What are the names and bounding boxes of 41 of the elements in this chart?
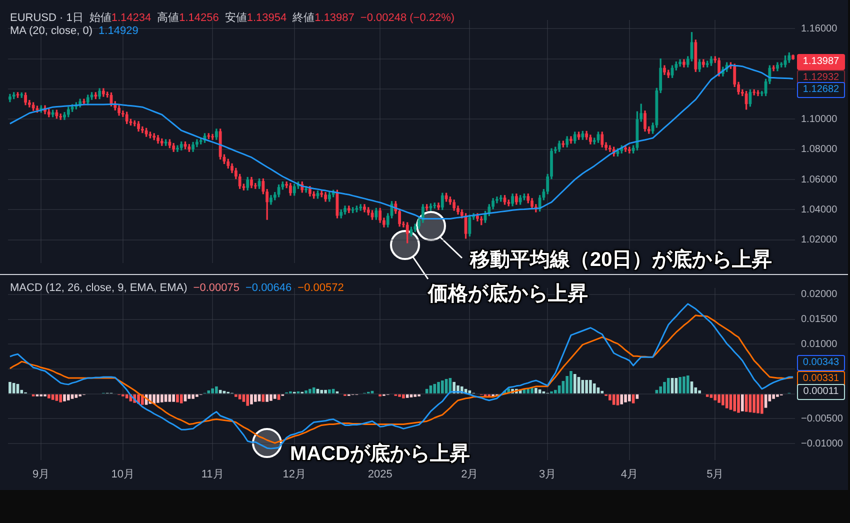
annotation: 価格が底から上昇: [428, 282, 588, 307]
x-tick-label: 4月: [620, 468, 638, 481]
y-tick-label: 1.06000: [801, 174, 838, 186]
text: 0.00331: [797, 371, 845, 387]
y-tick-label: 0.01000: [801, 338, 838, 350]
x-tick-label: 5月: [706, 468, 724, 481]
x-tick-label: 11月: [201, 468, 224, 481]
x-tick-label: 9月: [32, 468, 50, 481]
text: 0.00011: [797, 384, 845, 400]
text: MA (20, close, 0): [10, 25, 93, 37]
annotation: 安値1.13954: [224, 12, 287, 24]
text: 1.12932: [802, 72, 840, 83]
x-tick-label: 12月: [282, 468, 306, 481]
annotation: MACDが底から上昇: [290, 442, 470, 467]
annotation: 始値1.14234: [89, 12, 152, 24]
text: 1.12682: [797, 82, 845, 98]
annotation: 高値1.14256: [157, 12, 219, 24]
annotation: 終値1.13987: [292, 12, 354, 24]
x-tick-label: 3月: [539, 468, 556, 481]
y-tick-label: 1.04000: [801, 204, 838, 216]
annotation: 1.14929: [98, 25, 138, 37]
y-tick-label: 1.08000: [801, 144, 838, 156]
x-tick-label: 10月: [111, 468, 135, 481]
x-tick-label: 2月: [461, 468, 478, 481]
x-tick-label: 2025: [368, 468, 392, 481]
text: 0.00343: [797, 355, 845, 371]
annotation: −0.00572: [298, 282, 344, 294]
y-tick-label: −0.00500: [801, 413, 844, 424]
annotation: −0.00646: [245, 282, 292, 294]
y-tick-label: 0.01500: [801, 314, 838, 326]
annotation: 移動平均線（20日）が底から上昇: [470, 248, 772, 273]
y-tick-label: 0.02000: [801, 289, 838, 300]
chart-title: EURUSD · 1日: [10, 12, 84, 24]
text: 1.13987: [797, 54, 845, 70]
annotation: −0.00075: [193, 282, 240, 294]
y-tick-label: 1.16000: [801, 23, 838, 34]
chart-title: MACD (12, 26, close, 9, EMA, EMA): [10, 282, 188, 294]
y-tick-label: 1.10000: [801, 114, 838, 125]
y-tick-label: −0.01000: [801, 438, 844, 450]
annotation: −0.00248 (−0.22%): [360, 12, 455, 24]
y-tick-label: 1.02000: [801, 234, 838, 246]
